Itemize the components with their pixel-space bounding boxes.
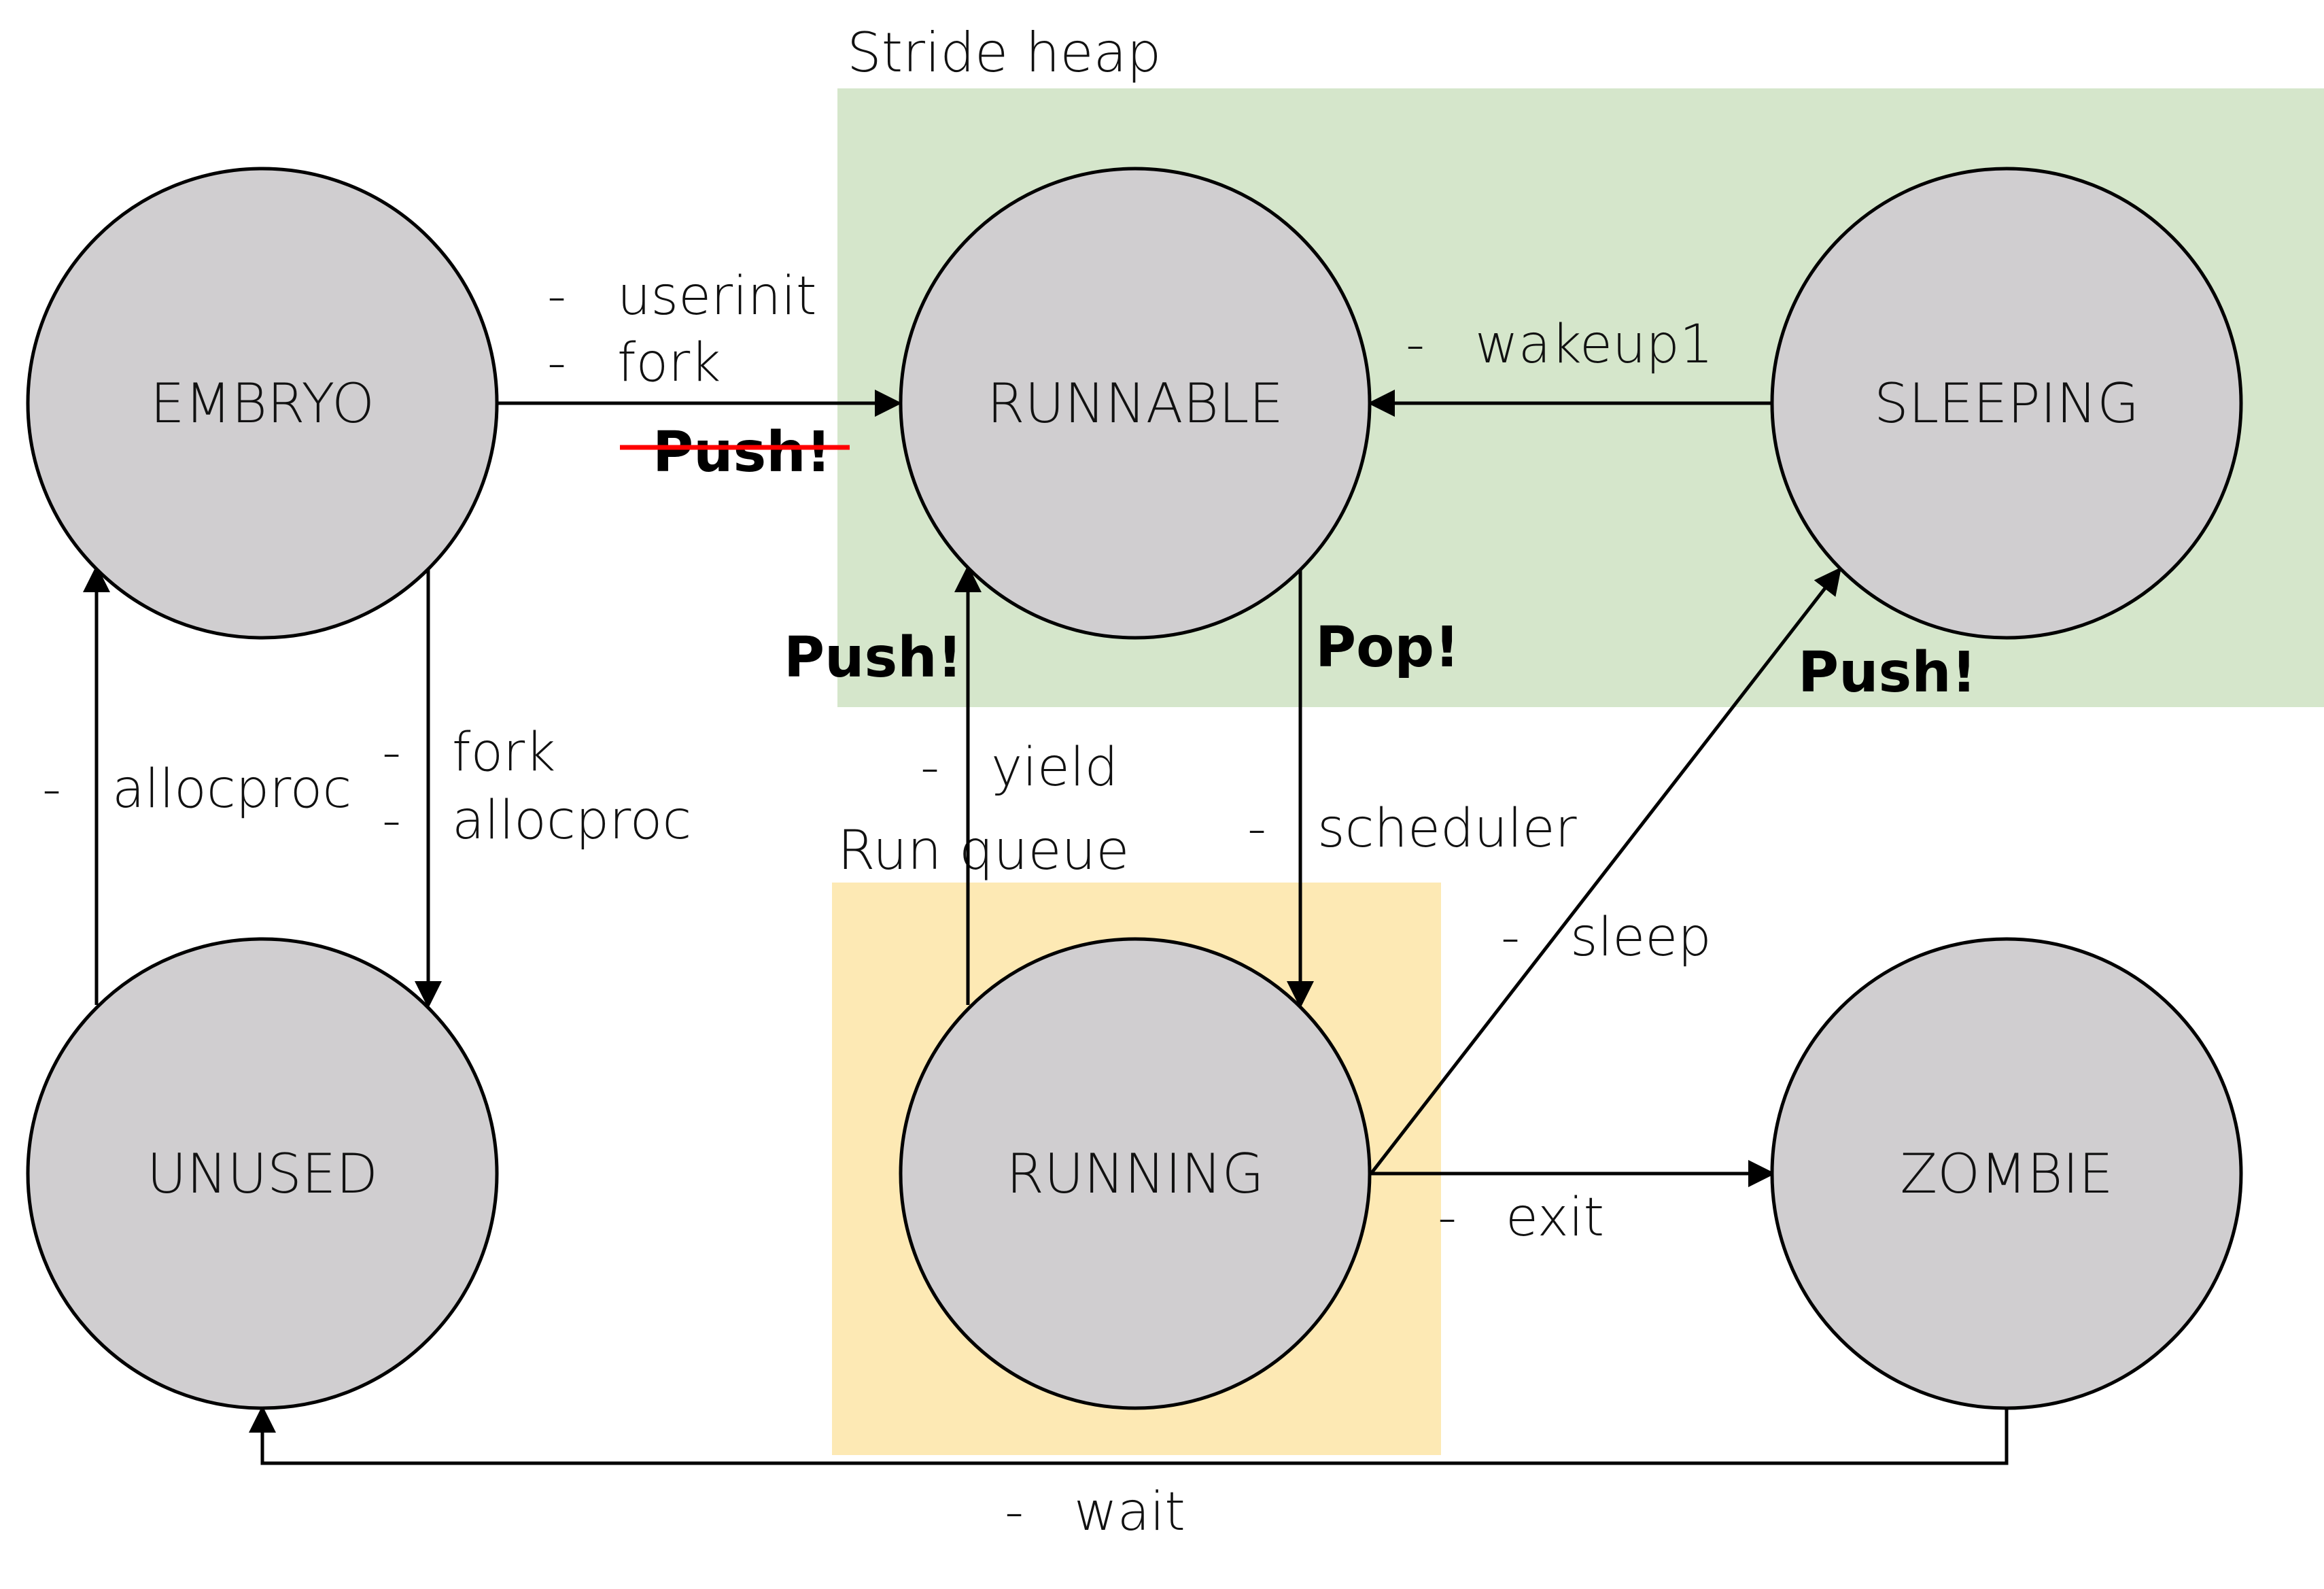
label-zombie-to-unused: - wait: [1005, 1482, 1185, 1543]
bullet: -: [1247, 798, 1266, 859]
state-runnable: RUNNABLE: [899, 167, 1372, 640]
transition-wait: wait: [1074, 1482, 1185, 1543]
label-runnable-to-running: - scheduler: [1247, 798, 1577, 859]
bullet: -: [547, 332, 566, 394]
transition-allocproc: allocproc: [112, 759, 351, 820]
transition-fork: fork: [617, 332, 721, 394]
transition-sleep: sleep: [1570, 907, 1712, 968]
label-running-to-runnable: - yield: [920, 737, 1118, 798]
transition-allocproc: allocproc: [452, 790, 691, 851]
run-queue-title: Run queue: [837, 819, 1129, 882]
bullet: -: [42, 759, 61, 820]
edge-running-to-sleeping: [1370, 567, 1842, 1175]
state-embryo: EMBRYO: [26, 167, 499, 640]
label-unused-to-embryo: - allocproc: [42, 759, 351, 820]
label-embryo-to-unused: - fork - allocproc: [382, 722, 691, 851]
bullet: -: [1406, 314, 1425, 375]
transition-wakeup1: wakeup1: [1475, 314, 1714, 375]
bullet: -: [920, 737, 939, 798]
state-zombie-label: ZOMBIE: [1900, 1142, 2113, 1206]
bullet: -: [1501, 907, 1520, 968]
state-unused: UNUSED: [26, 937, 499, 1410]
bullet: -: [547, 266, 566, 327]
push-sleep: Push!: [1798, 640, 1977, 705]
label-running-to-sleeping: - sleep: [1501, 907, 1712, 968]
push-struck-text: Push!: [653, 420, 831, 485]
label-embryo-to-runnable: - userinit - fork: [547, 266, 817, 394]
bullet: -: [382, 790, 401, 851]
edge-zombie-to-unused: [249, 1405, 2009, 1465]
transition-userinit: userinit: [617, 266, 817, 327]
push-yield: Push!: [784, 626, 962, 690]
transition-yield: yield: [991, 737, 1118, 798]
bullet: -: [1438, 1187, 1457, 1248]
state-running: RUNNING: [899, 937, 1372, 1410]
push-struck: Push!: [620, 420, 850, 485]
transition-fork: fork: [452, 722, 555, 783]
state-sleeping: SLEEPING: [1770, 167, 2243, 640]
stride-heap-title: Stride heap: [847, 21, 1161, 84]
bullet: -: [1005, 1482, 1024, 1543]
transition-exit: exit: [1506, 1187, 1604, 1248]
state-running-label: RUNNING: [1006, 1142, 1264, 1206]
state-runnable-label: RUNNABLE: [987, 372, 1283, 435]
pop: Pop!: [1315, 615, 1460, 680]
state-sleeping-label: SLEEPING: [1874, 372, 2139, 435]
state-zombie: ZOMBIE: [1770, 937, 2243, 1410]
label-sleeping-to-runnable: - wakeup1: [1406, 314, 1714, 375]
state-embryo-label: EMBRYO: [150, 372, 375, 435]
state-unused-label: UNUSED: [147, 1142, 378, 1206]
bullet: -: [382, 722, 401, 783]
label-running-to-zombie: - exit: [1438, 1187, 1604, 1248]
transition-scheduler: scheduler: [1317, 798, 1577, 859]
